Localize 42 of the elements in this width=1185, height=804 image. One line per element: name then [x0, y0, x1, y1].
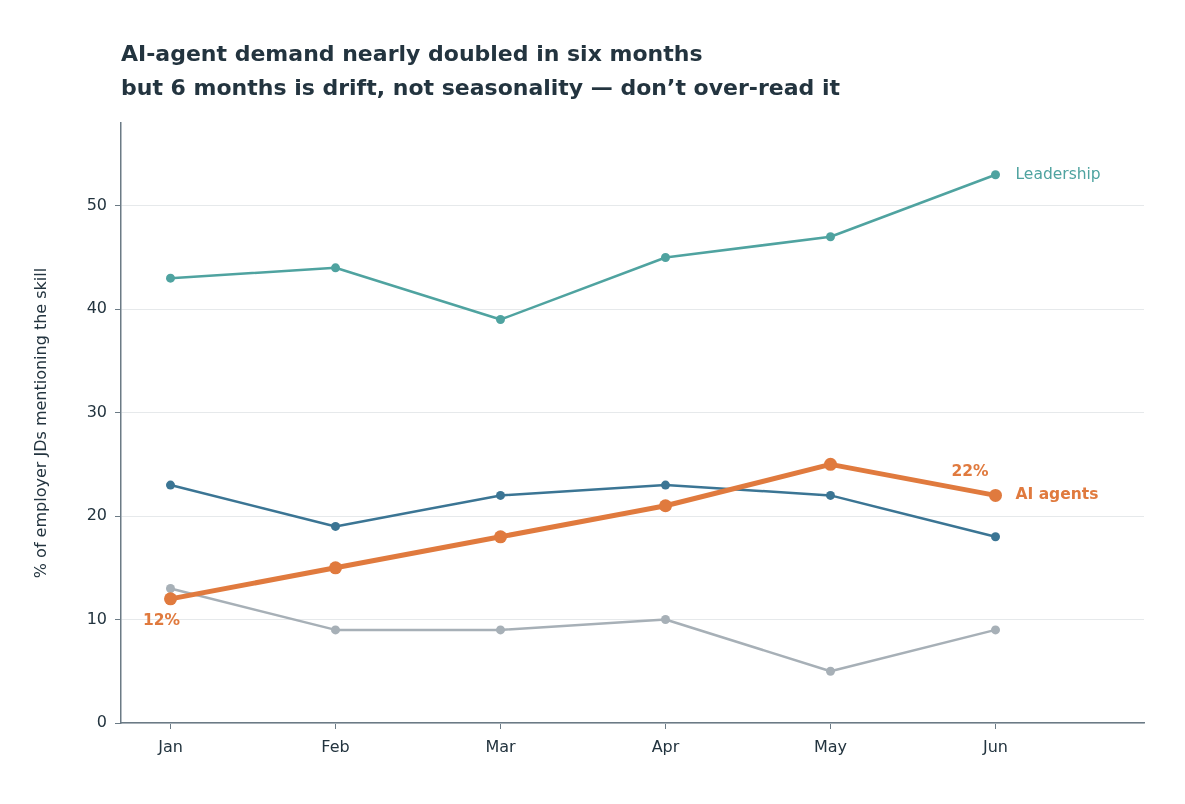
point: [331, 263, 340, 273]
y-tick-label: 0: [96, 712, 107, 732]
point: [329, 561, 342, 575]
y-axis-title: % of employer JDs mentioning the skill: [30, 267, 50, 579]
x-tick-label: Jun: [982, 736, 1008, 756]
point: [164, 592, 177, 606]
point: [659, 499, 672, 513]
point: [166, 273, 175, 283]
point: [991, 170, 1000, 180]
point: [826, 232, 835, 242]
point: [496, 315, 505, 325]
series-label: AI agents: [1015, 485, 1099, 504]
data-label: 22%: [951, 462, 989, 481]
point: [494, 530, 507, 544]
series-label: Leadership: [1015, 164, 1101, 183]
y-tick-label: 20: [86, 505, 107, 525]
point: [496, 625, 505, 635]
point: [826, 490, 835, 500]
chart-title: AI-agent demand nearly doubled in six months but 6 months is drift, not seasonality — don’t over-read it: [121, 40, 841, 100]
x-tick-label: Feb: [321, 736, 350, 756]
x-tick-label: Mar: [485, 736, 517, 756]
y-tick-label: 30: [86, 401, 107, 421]
point: [991, 625, 1000, 635]
point: [496, 490, 505, 500]
point: [166, 480, 175, 490]
point: [661, 480, 670, 490]
x-tick-label: May: [813, 736, 848, 756]
point: [991, 532, 1000, 542]
point: [661, 615, 670, 625]
point: [826, 666, 835, 676]
point: [661, 252, 670, 262]
point: [989, 488, 1002, 502]
x-tick-label: Jan: [157, 736, 183, 756]
y-tick-label: 40: [86, 298, 107, 318]
y-tick-label: 10: [86, 608, 107, 628]
data-label: 12%: [142, 610, 181, 629]
point: [331, 521, 340, 531]
point: [166, 584, 175, 594]
y-tick-label: 50: [86, 194, 107, 214]
x-tick-label: Apr: [651, 736, 680, 756]
point: [331, 625, 340, 635]
point: [824, 457, 837, 471]
